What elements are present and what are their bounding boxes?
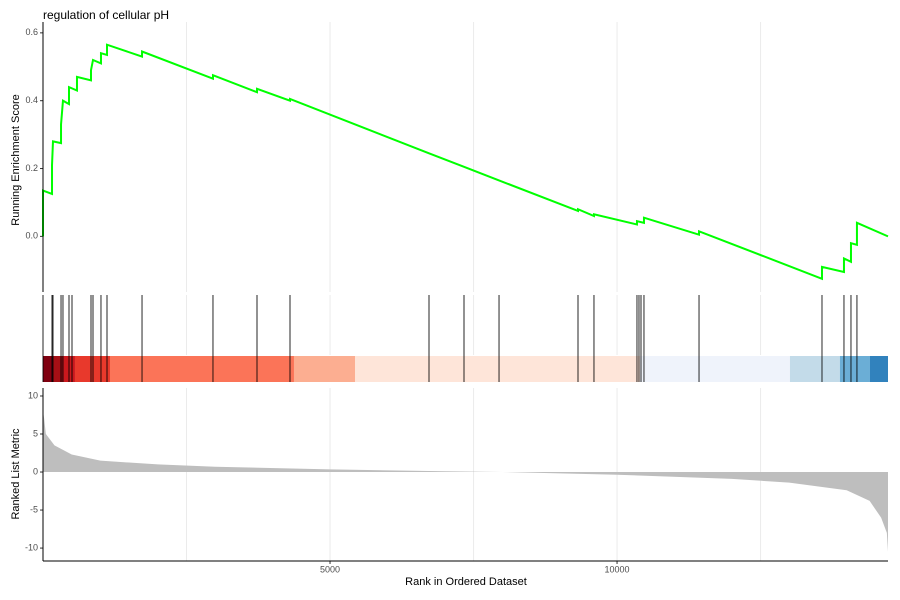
x-tick-label: 5000 [320, 564, 340, 574]
y-axis-label: Running Enrichment Score [10, 94, 22, 225]
rank-band [639, 356, 790, 382]
y-tick-label: -5 [30, 504, 38, 514]
rank-band [293, 356, 355, 382]
running-score-line [42, 43, 889, 281]
y-tick-label: 0.6 [25, 27, 38, 37]
rank-band [74, 356, 110, 382]
rank-band [839, 356, 870, 382]
y-tick-label: 0 [33, 466, 38, 476]
rank-band [869, 356, 888, 382]
x-tick-label: 10000 [605, 564, 630, 574]
rank-band [43, 356, 53, 382]
y-tick-label: 5 [33, 428, 38, 438]
chart-title: regulation of cellular pH [43, 8, 169, 22]
y-axis-label: Ranked List Metric [10, 428, 22, 520]
rank-band [354, 356, 640, 382]
y-tick-label: 10 [28, 390, 38, 400]
y-tick-label: 0.0 [25, 231, 38, 241]
x-axis-label: Rank in Ordered Dataset [405, 576, 527, 588]
rank-band [789, 356, 840, 382]
y-tick-label: 0.4 [25, 95, 38, 105]
metric-area [43, 411, 888, 552]
y-tick-label: 0.2 [25, 163, 38, 173]
y-tick-label: -10 [25, 542, 38, 552]
rank-band [109, 356, 294, 382]
rank-band [52, 356, 63, 382]
